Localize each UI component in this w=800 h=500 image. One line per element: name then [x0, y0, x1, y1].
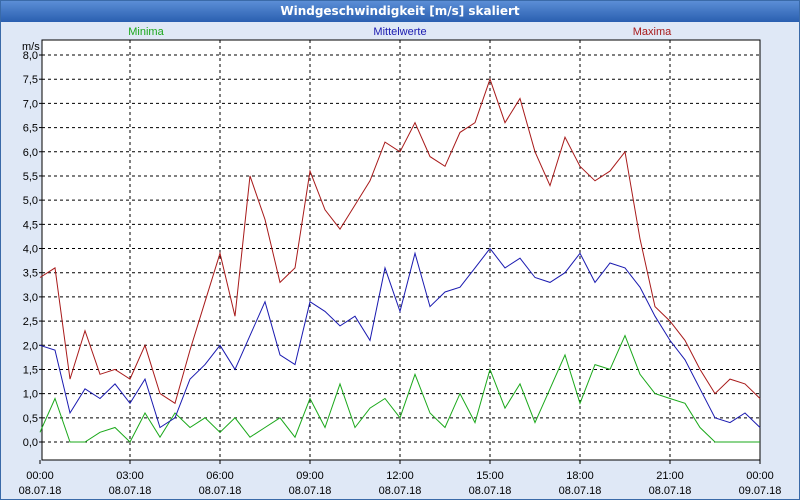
series-line-mittelwerte — [39, 247, 761, 429]
y-tick-label: 6,5 — [23, 123, 38, 135]
x-tick-time: 03:00 — [116, 470, 144, 482]
series-line-maxima — [39, 77, 761, 405]
x-tick-date: 08.07.18 — [559, 485, 602, 497]
window-title: Windgeschwindigkeit [m/s] skaliert — [1, 1, 799, 22]
x-tick-date: 08.07.18 — [379, 485, 422, 497]
x-tick-date: 08.07.18 — [649, 485, 692, 497]
y-tick-label: 5,0 — [23, 195, 38, 207]
y-tick-label: 1,0 — [23, 389, 38, 401]
x-tick-date: 08.07.18 — [289, 485, 332, 497]
y-tick-label: 2,0 — [23, 340, 38, 352]
gridlines — [42, 40, 760, 460]
y-tick-label: 6,0 — [23, 147, 38, 159]
x-tick-time: 00:00 — [746, 470, 774, 482]
y-tick-label: 2,5 — [23, 316, 38, 328]
x-tick-time: 21:00 — [656, 470, 684, 482]
x-tick-time: 12:00 — [386, 470, 414, 482]
legend-maxima: Maxima — [633, 26, 672, 38]
x-tick-date: 08.07.18 — [199, 485, 242, 497]
x-tick-time: 15:00 — [476, 470, 504, 482]
y-tick-label: 7,0 — [23, 98, 38, 110]
series-lines — [39, 77, 761, 443]
y-tick-label: 4,0 — [23, 244, 38, 256]
y-tick-label: 0,5 — [23, 413, 38, 425]
y-tick-label: 3,5 — [23, 268, 38, 280]
legend-mittelwerte: Mittelwerte — [373, 26, 426, 38]
y-tick-label: 1,5 — [23, 364, 38, 376]
x-tick-time: 18:00 — [566, 470, 594, 482]
x-tick-date: 08.07.18 — [109, 485, 152, 497]
y-tick-label: 7,5 — [23, 74, 38, 86]
x-tick-date: 09.07.18 — [739, 485, 782, 497]
plot-area — [41, 39, 761, 461]
y-tick-label: 0,0 — [23, 437, 38, 449]
x-tick-time: 09:00 — [296, 470, 324, 482]
x-tick-date: 08.07.18 — [469, 485, 512, 497]
y-tick-label: 5,5 — [23, 171, 38, 183]
x-axis-ticks: 00:00 08.07.18 03:00 08.07.18 06:00 08.07.18 0… — [19, 460, 782, 497]
x-tick-time: 06:00 — [206, 470, 234, 482]
legend-minima: Minima — [128, 26, 164, 38]
y-axis-label: m/s — [22, 41, 40, 53]
y-axis-ticks: 0,0 0,5 1,0 1,5 2,0 2,5 3,0 3,5 4,0 4,5 5,0 5,5 6,0 6… — [23, 50, 42, 449]
y-tick-label: 8,0 — [23, 50, 38, 62]
y-tick-label: 4,5 — [23, 219, 38, 231]
series-line-minima — [39, 334, 760, 443]
y-tick-label: 3,0 — [23, 292, 38, 304]
x-tick-time: 00:00 — [26, 470, 54, 482]
x-tick-date: 08.07.18 — [19, 485, 62, 497]
